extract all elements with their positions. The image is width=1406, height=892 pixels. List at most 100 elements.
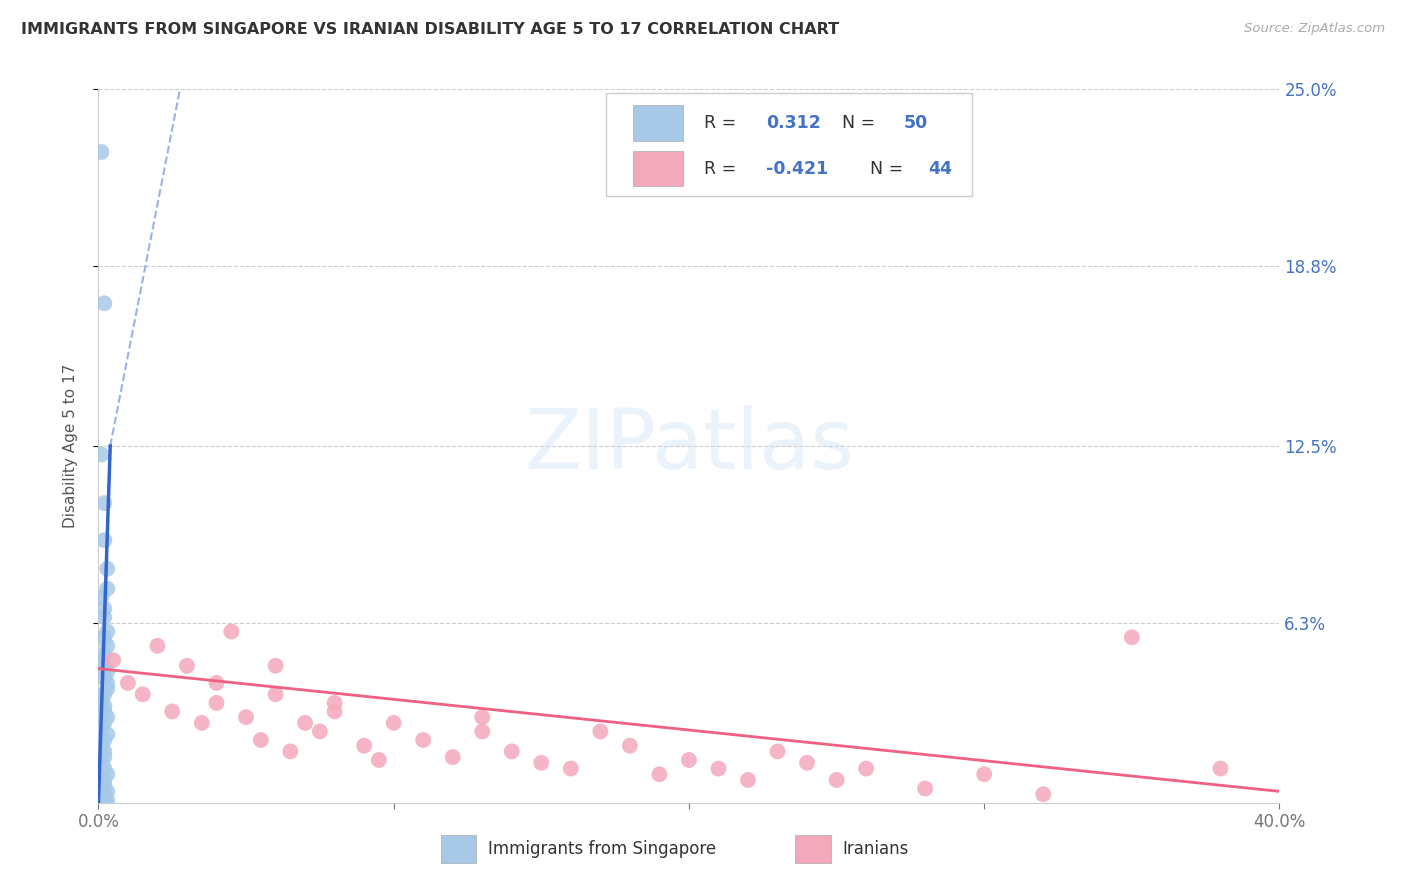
Point bbox=[162, 705, 183, 719]
Point bbox=[132, 687, 155, 701]
Point bbox=[219, 624, 242, 639]
Point bbox=[914, 781, 936, 796]
Point bbox=[309, 724, 332, 739]
Point bbox=[1121, 630, 1143, 644]
Point bbox=[103, 653, 125, 667]
Point bbox=[96, 784, 118, 798]
Point bbox=[855, 762, 877, 776]
Point bbox=[90, 448, 112, 462]
Point bbox=[96, 582, 118, 596]
Point bbox=[93, 744, 115, 758]
Point bbox=[93, 658, 115, 673]
Point bbox=[441, 750, 464, 764]
Text: Source: ZipAtlas.com: Source: ZipAtlas.com bbox=[1244, 22, 1385, 36]
Point bbox=[825, 772, 848, 787]
Text: N =: N = bbox=[842, 114, 882, 132]
Point bbox=[90, 790, 112, 805]
Text: ZIPatlas: ZIPatlas bbox=[524, 406, 853, 486]
Point bbox=[93, 630, 115, 644]
FancyBboxPatch shape bbox=[634, 105, 683, 141]
FancyBboxPatch shape bbox=[796, 835, 831, 863]
Point bbox=[93, 793, 115, 807]
Point bbox=[766, 744, 789, 758]
Point bbox=[93, 705, 115, 719]
Point bbox=[278, 744, 302, 758]
Point bbox=[93, 698, 115, 713]
Point bbox=[1209, 762, 1232, 776]
Point bbox=[90, 653, 112, 667]
Point bbox=[93, 787, 115, 801]
Point bbox=[368, 753, 391, 767]
Point bbox=[93, 715, 115, 730]
Point bbox=[90, 781, 112, 796]
Point bbox=[93, 296, 115, 310]
Text: 50: 50 bbox=[904, 114, 928, 132]
Point bbox=[382, 715, 405, 730]
Point bbox=[93, 772, 115, 787]
Point bbox=[93, 793, 115, 807]
FancyBboxPatch shape bbox=[634, 151, 683, 186]
Point bbox=[93, 750, 115, 764]
Text: 44: 44 bbox=[929, 160, 953, 178]
Point bbox=[235, 710, 257, 724]
Point bbox=[93, 648, 115, 662]
Point bbox=[530, 756, 553, 770]
Point bbox=[737, 772, 759, 787]
Point bbox=[1032, 787, 1054, 801]
Point bbox=[93, 793, 115, 807]
Text: R =: R = bbox=[704, 114, 742, 132]
Point bbox=[205, 696, 228, 710]
Point bbox=[250, 733, 273, 747]
Point bbox=[560, 762, 582, 776]
Point bbox=[96, 624, 118, 639]
Point bbox=[93, 687, 115, 701]
Point bbox=[323, 696, 346, 710]
Point bbox=[294, 715, 316, 730]
Point bbox=[96, 681, 118, 696]
Point bbox=[205, 676, 228, 690]
Point bbox=[501, 744, 523, 758]
Point bbox=[93, 496, 115, 510]
FancyBboxPatch shape bbox=[441, 835, 477, 863]
Point bbox=[619, 739, 641, 753]
Point bbox=[96, 727, 118, 741]
Point bbox=[96, 562, 118, 576]
Point bbox=[90, 739, 112, 753]
Text: N =: N = bbox=[870, 160, 908, 178]
Point bbox=[264, 658, 287, 673]
Point bbox=[93, 733, 115, 747]
Point bbox=[96, 710, 118, 724]
Point bbox=[353, 739, 375, 753]
Point bbox=[96, 767, 118, 781]
Point bbox=[93, 610, 115, 624]
Point bbox=[707, 762, 730, 776]
Text: Immigrants from Singapore: Immigrants from Singapore bbox=[488, 840, 716, 858]
Point bbox=[93, 670, 115, 684]
FancyBboxPatch shape bbox=[606, 93, 973, 196]
Point bbox=[678, 753, 700, 767]
Point bbox=[117, 676, 139, 690]
Point bbox=[93, 779, 115, 793]
Point bbox=[90, 756, 112, 770]
Point bbox=[90, 591, 112, 605]
Point bbox=[96, 665, 118, 679]
Point bbox=[191, 715, 214, 730]
Point bbox=[471, 710, 494, 724]
Point bbox=[471, 724, 494, 739]
Point bbox=[264, 687, 287, 701]
Point bbox=[146, 639, 169, 653]
Point bbox=[90, 722, 112, 736]
Point bbox=[648, 767, 671, 781]
Point bbox=[176, 658, 198, 673]
Point bbox=[90, 793, 112, 807]
Text: 0.312: 0.312 bbox=[766, 114, 821, 132]
Point bbox=[96, 676, 118, 690]
Text: Iranians: Iranians bbox=[842, 840, 908, 858]
Point bbox=[93, 762, 115, 776]
Point bbox=[796, 756, 818, 770]
Y-axis label: Disability Age 5 to 17: Disability Age 5 to 17 bbox=[63, 364, 77, 528]
Point bbox=[90, 793, 112, 807]
Point bbox=[589, 724, 612, 739]
Point bbox=[323, 705, 346, 719]
Point bbox=[90, 793, 112, 807]
